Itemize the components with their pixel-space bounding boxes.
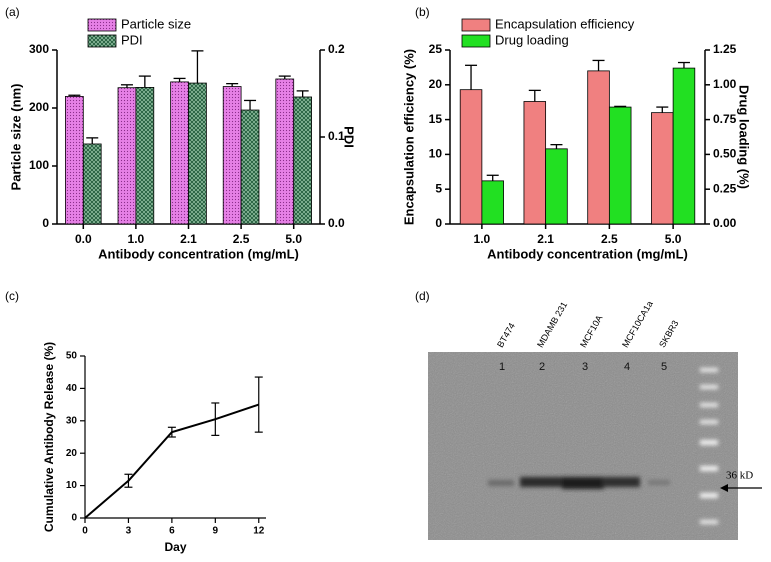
bar: [240, 109, 260, 225]
bar: [459, 89, 483, 225]
legend-swatch: [87, 34, 117, 48]
lane-number: 5: [661, 361, 667, 373]
lane-label: BT474: [495, 321, 517, 349]
y-tick-label: 5: [435, 181, 442, 195]
axis-title: PDI: [342, 126, 357, 148]
axis-title: Cumulative Antibody Release (%): [42, 342, 56, 532]
y-tick-label: 0.2: [328, 42, 345, 56]
axis-title: Day: [164, 540, 186, 554]
y-tick-label: 10: [66, 480, 78, 491]
axis-title: Encapsulation efficiency (%): [401, 49, 416, 225]
y-tick-label: 10: [429, 147, 443, 161]
bar: [222, 86, 242, 225]
legend-swatch: [87, 18, 117, 32]
x-tick-label: 0.0: [75, 232, 92, 246]
legend-swatch: [461, 34, 491, 48]
x-tick-label: 9: [213, 526, 219, 537]
y-tick-label: 300: [29, 42, 49, 56]
bar: [608, 106, 632, 225]
bar: [651, 112, 674, 225]
line: [84, 403, 260, 519]
bar: [545, 148, 568, 225]
y-tick-label: 0: [435, 216, 442, 230]
y-tick-label: 0.00: [713, 216, 737, 230]
y-tick-label: 0.1: [328, 129, 345, 143]
y-tick-label: 0.50: [713, 147, 737, 161]
x-tick-label: 5.0: [665, 232, 682, 246]
y-tick-label: 0: [71, 513, 77, 524]
panel-label: (a): [5, 5, 20, 19]
y-tick-label: 15: [429, 112, 443, 126]
gel-panel: (d) 36 kD: [415, 289, 762, 540]
bar: [293, 96, 312, 225]
x-tick-label: 12: [253, 526, 265, 537]
axis-title: Drug loading (%): [737, 85, 752, 189]
y-tick-label: 25: [429, 42, 443, 56]
x-tick-label: 1.0: [128, 232, 145, 246]
legend-label: Particle size: [121, 16, 191, 31]
lane-number: 3: [582, 361, 588, 373]
lane-label: MDAMB 231: [535, 300, 569, 349]
lane-label: MCF10A: [578, 313, 604, 349]
y-tick-label: 0.25: [713, 181, 737, 195]
x-tick-label: 2.1: [180, 232, 197, 246]
legend-label: PDI: [121, 32, 143, 47]
arrow-head: [720, 484, 728, 492]
y-tick-label: 0.75: [713, 112, 737, 126]
x-tick-label: 0: [82, 526, 88, 537]
panel-label: (b): [415, 5, 430, 19]
bar: [188, 82, 207, 225]
x-tick-label: 2.5: [233, 232, 250, 246]
y-tick-label: 50: [66, 351, 78, 362]
x-tick-label: 6: [169, 526, 175, 537]
gel-bands: [488, 368, 718, 524]
bar: [275, 78, 295, 225]
bar: [117, 87, 137, 225]
bar: [523, 101, 547, 225]
x-tick-label: 2.1: [537, 232, 554, 246]
bar: [82, 143, 102, 225]
y-tick-label: 1.00: [713, 77, 737, 91]
panel-label: (c): [5, 289, 19, 303]
marker-label: 36 kD: [726, 470, 753, 482]
y-tick-label: 20: [429, 77, 443, 91]
bar: [65, 96, 84, 225]
x-tick-label: 2.5: [601, 232, 618, 246]
bar: [587, 70, 610, 225]
bar: [481, 180, 504, 225]
lane-number: 1: [499, 361, 505, 373]
legend-label: Encapsulation efficiency: [495, 16, 635, 31]
panel-label: (d): [415, 289, 430, 303]
y-tick-label: 40: [66, 383, 78, 394]
lane-number: 4: [624, 361, 630, 373]
y-tick-label: 200: [29, 100, 49, 114]
gel-texture: [428, 352, 738, 540]
x-tick-label: 5.0: [285, 232, 302, 246]
lane-label: MCF10CA1a: [620, 299, 655, 349]
bar: [135, 87, 155, 225]
legend-label: Drug loading: [495, 32, 569, 47]
y-tick-label: 20: [66, 448, 78, 459]
axis-title: Particle size (nm): [8, 84, 23, 191]
bar: [170, 81, 189, 225]
lane-number: 2: [539, 361, 545, 373]
y-tick-label: 30: [66, 415, 78, 426]
y-tick-label: 1.25: [713, 42, 737, 56]
bar: [672, 67, 696, 225]
lane-label: SKBR3: [657, 319, 680, 350]
y-tick-label: 100: [29, 158, 49, 172]
axis-title: Antibody concentration (mg/mL): [487, 246, 688, 261]
y-tick-label: 0: [42, 216, 49, 230]
x-tick-label: 1.0: [474, 232, 491, 246]
legend-swatch: [461, 18, 491, 32]
y-tick-label: 0.0: [328, 216, 345, 230]
axis-title: Antibody concentration (mg/mL): [98, 246, 299, 261]
x-tick-label: 3: [126, 526, 132, 537]
